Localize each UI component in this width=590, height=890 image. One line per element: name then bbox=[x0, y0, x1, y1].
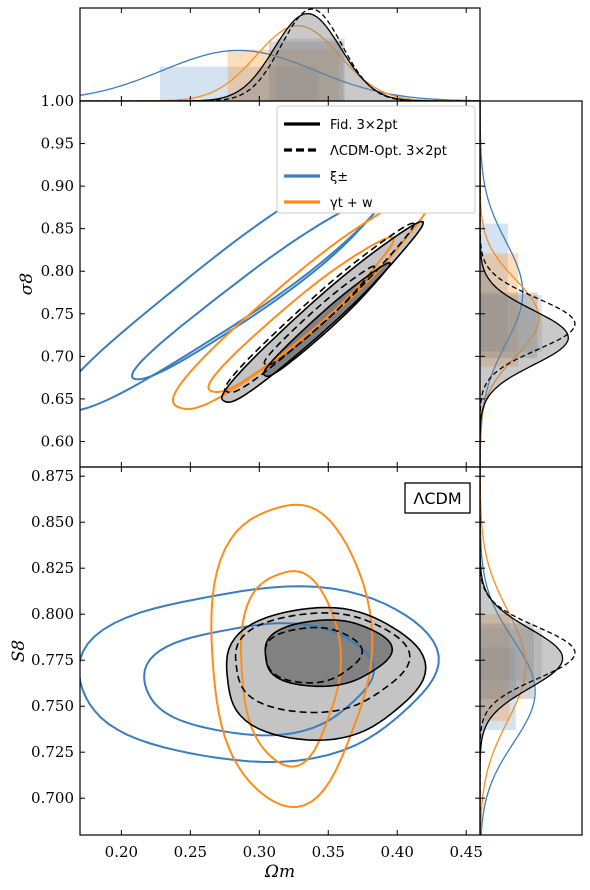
sigma8-tick-label: 0.75 bbox=[41, 305, 74, 323]
sigma8-tick-label: 0.80 bbox=[41, 262, 74, 280]
S8-contours bbox=[80, 503, 440, 809]
S8-marginal-curve-gw bbox=[480, 467, 527, 835]
sigma8-tick-label: 0.65 bbox=[41, 390, 74, 408]
S8-tick-label: 0.800 bbox=[31, 605, 74, 623]
sigma8-tick-label: 0.85 bbox=[41, 220, 74, 238]
omega-marginal-curves bbox=[80, 8, 480, 101]
sigma8-gw-contour-68 bbox=[207, 236, 395, 393]
sigma8-marginal-curve-fid bbox=[480, 101, 569, 467]
badge-label: ΛCDM bbox=[413, 489, 461, 508]
x-tick-label: 0.30 bbox=[243, 843, 276, 861]
S8-axis-label: S8 bbox=[9, 640, 29, 663]
S8-xi-contour-68 bbox=[143, 622, 375, 737]
x-tick-label: 0.25 bbox=[174, 843, 207, 861]
x-tick-label: 0.45 bbox=[450, 843, 483, 861]
S8-gw-contour-95 bbox=[210, 503, 374, 809]
sigma8-omega-panel bbox=[79, 100, 481, 468]
S8-tick-label: 0.850 bbox=[31, 513, 74, 531]
sigma8-gw-contour-95 bbox=[171, 187, 438, 411]
S8-gw-contour-68 bbox=[239, 570, 343, 768]
x-axis-label: Ωm bbox=[264, 862, 295, 882]
sigma8-tick-label: 0.90 bbox=[41, 177, 74, 195]
sigma8-contours bbox=[80, 149, 438, 411]
legend-label-fid: Fid. 3×2pt bbox=[330, 118, 397, 133]
sigma8-axis-label: σ8 bbox=[17, 273, 37, 296]
axis-ticks: 0.20 0.25 0.30 0.35 0.40 0.45 0.60 0.65 0.70 0.75… bbox=[31, 8, 485, 861]
sigma8-tick-label: 0.70 bbox=[41, 347, 74, 365]
axis-labels: Ωm σ8 S8 bbox=[9, 273, 295, 882]
sigma8-marginal-panel bbox=[479, 100, 583, 468]
S8-fid-contour-95 bbox=[225, 606, 427, 742]
sigma8-opt-contour-95 bbox=[224, 222, 415, 394]
sigma8-tick-label: 1.00 bbox=[41, 92, 74, 110]
legend-box bbox=[276, 105, 476, 214]
x-tick-label: 0.35 bbox=[312, 843, 345, 861]
sigma8-marginal-band-gw bbox=[480, 253, 519, 367]
x-tick-label: 0.40 bbox=[381, 843, 414, 861]
omega-curve-opt bbox=[80, 8, 480, 101]
sigma8-tick-label: 0.60 bbox=[41, 432, 74, 450]
omega-marginal-panel bbox=[79, 7, 481, 102]
S8-marginal-band-fid bbox=[480, 623, 534, 699]
S8-marginal-fill-fid bbox=[480, 467, 563, 835]
sigma8-tick-label: 0.95 bbox=[41, 135, 74, 153]
sigma8-marginal-band-fid bbox=[480, 292, 538, 359]
S8-fid-fill-68 bbox=[265, 619, 393, 687]
omega-curve-xi bbox=[80, 49, 480, 101]
S8-tick-label: 0.725 bbox=[31, 743, 74, 761]
S8-marginal-curve-fid bbox=[480, 467, 564, 835]
S8-omega-panel bbox=[79, 466, 481, 836]
panel-frame-rbot bbox=[479, 466, 583, 836]
S8-marginal-panel bbox=[479, 466, 583, 836]
sigma8-marginal-band-xi bbox=[480, 223, 508, 352]
badge-box bbox=[404, 482, 471, 514]
legend-label-xi: ξ± bbox=[330, 170, 348, 185]
omega-band-fid bbox=[268, 41, 344, 101]
sigma8-marginal-band-opt bbox=[480, 295, 542, 353]
legend-label-gw: γt + w bbox=[330, 196, 373, 211]
legend-label-opt: ΛCDM-Opt. 3×2pt bbox=[330, 144, 447, 159]
sigma8-marginal-fill-fid bbox=[480, 101, 569, 467]
x-tick-label: 0.20 bbox=[105, 843, 138, 861]
legend: Fid. 3×2pt ΛCDM-Opt. 3×2pt ξ± γt + w bbox=[276, 105, 476, 214]
S8-opt-contour-68 bbox=[264, 626, 364, 684]
S8-tick-label: 0.775 bbox=[31, 651, 74, 669]
S8-opt-contour-95 bbox=[234, 612, 411, 714]
sigma8-fid-contour-68 bbox=[262, 261, 391, 378]
S8-tick-label: 0.825 bbox=[31, 559, 74, 577]
S8-tick-label: 0.700 bbox=[31, 789, 74, 807]
sigma8-marginal-curves bbox=[480, 101, 576, 467]
sigma8-xi-contour-68 bbox=[130, 194, 386, 381]
S8-tick-label: 0.875 bbox=[31, 467, 74, 485]
S8-tick-label: 0.750 bbox=[31, 697, 74, 715]
S8-marginal-curve-opt bbox=[480, 467, 576, 835]
model-badge: ΛCDM bbox=[404, 482, 471, 514]
S8-marginal-curves bbox=[480, 467, 576, 835]
omega-fill-fid bbox=[80, 13, 480, 101]
sigma8-opt-contour-68 bbox=[263, 265, 376, 366]
